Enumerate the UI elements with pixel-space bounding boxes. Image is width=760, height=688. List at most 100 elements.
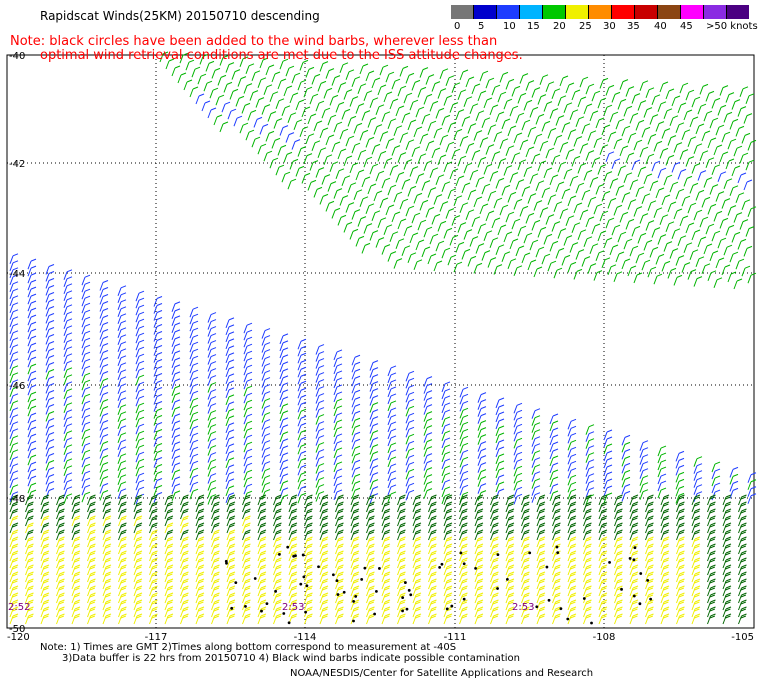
wind-barb <box>549 483 559 495</box>
wind-barb <box>164 494 174 506</box>
wind-barb <box>625 218 635 230</box>
wind-barb <box>117 383 127 395</box>
wind-barb <box>405 205 415 217</box>
wind-barb <box>707 270 717 281</box>
wind-barb <box>543 101 553 112</box>
wind-barb <box>513 423 523 435</box>
wind-barb <box>211 613 220 625</box>
wind-barb <box>261 447 271 458</box>
contamination-marker <box>445 607 449 611</box>
wind-barb <box>739 86 749 97</box>
wind-barb <box>727 138 737 150</box>
wind-barb <box>673 142 683 153</box>
wind-barb <box>603 429 613 441</box>
wind-barb <box>513 402 523 414</box>
wind-barb <box>261 328 271 339</box>
wind-barb <box>343 155 353 167</box>
wind-barb <box>585 431 595 442</box>
wind-barb <box>675 255 685 266</box>
wind-barb <box>333 433 343 445</box>
wind-barb <box>735 192 745 203</box>
wind-barb <box>233 115 243 127</box>
wind-barb <box>189 397 199 409</box>
wind-barb <box>261 482 271 493</box>
wind-barb <box>591 157 601 168</box>
wind-barb <box>153 450 163 461</box>
wind-barb <box>517 159 527 170</box>
wind-barb <box>585 473 595 484</box>
wind-barb <box>331 75 341 86</box>
wind-barb <box>25 613 34 625</box>
wind-barb <box>437 220 447 232</box>
wind-barb <box>118 494 127 506</box>
wind-barb <box>299 59 309 71</box>
wind-barb <box>261 461 271 472</box>
wind-barb <box>351 438 361 450</box>
wind-barb <box>135 290 145 302</box>
wind-barb <box>737 172 747 184</box>
wind-barb <box>99 427 109 438</box>
wind-barb <box>745 226 755 237</box>
wind-barb <box>27 258 37 270</box>
wind-barb <box>451 148 461 160</box>
wind-barb <box>549 469 559 481</box>
contamination-marker <box>505 577 509 581</box>
wind-barb <box>501 251 511 262</box>
wind-barb <box>117 467 127 479</box>
wind-barb <box>365 136 375 148</box>
contamination-marker <box>352 619 355 623</box>
wind-barb <box>63 339 73 350</box>
wind-barb <box>681 129 691 140</box>
wind-barb <box>99 336 109 347</box>
wind-barb <box>697 103 707 115</box>
wind-barb <box>603 485 613 497</box>
wind-barb <box>659 214 669 225</box>
wind-barb <box>261 363 271 374</box>
wind-barb <box>335 168 345 179</box>
wind-barb <box>102 613 112 625</box>
wind-barb <box>315 428 325 439</box>
wind-barb <box>369 230 379 241</box>
wind-barb <box>405 433 415 445</box>
wind-barb <box>207 382 217 393</box>
wind-barb <box>351 431 361 443</box>
wind-barb <box>297 352 307 364</box>
contamination-marker <box>632 558 636 562</box>
wind-barb <box>99 434 109 445</box>
wind-barb <box>722 613 732 625</box>
wind-barb <box>207 410 217 421</box>
wind-barb <box>465 209 475 220</box>
wind-barb <box>717 237 727 249</box>
wind-barb <box>117 292 127 304</box>
wind-barb <box>575 182 585 194</box>
wind-barb <box>705 90 715 102</box>
wind-barb <box>423 453 433 464</box>
wind-barb <box>603 478 613 490</box>
wind-barb <box>333 349 343 361</box>
wind-barb <box>9 365 19 376</box>
wind-barb <box>45 418 55 429</box>
wind-barb <box>531 408 541 419</box>
wind-barb <box>81 309 91 321</box>
wind-barb <box>333 188 343 199</box>
wind-barb <box>423 93 433 105</box>
wind-barb <box>715 124 725 136</box>
wind-barb <box>513 472 523 484</box>
wind-barb <box>171 455 181 467</box>
wind-barb <box>279 58 289 70</box>
wind-barb <box>531 429 541 440</box>
wind-barb <box>445 141 455 153</box>
contamination-marker <box>556 551 560 555</box>
wind-barb <box>207 459 217 470</box>
wind-barb <box>281 105 291 116</box>
wind-barb <box>261 356 271 367</box>
wind-barb <box>637 232 647 244</box>
wind-barb <box>135 395 145 407</box>
wind-barb <box>153 296 163 307</box>
wind-barb <box>685 222 695 234</box>
wind-barb <box>623 105 633 117</box>
wind-barb <box>99 287 109 298</box>
wind-barb <box>567 488 577 500</box>
wind-barb <box>387 184 397 196</box>
wind-barbs <box>9 51 757 625</box>
